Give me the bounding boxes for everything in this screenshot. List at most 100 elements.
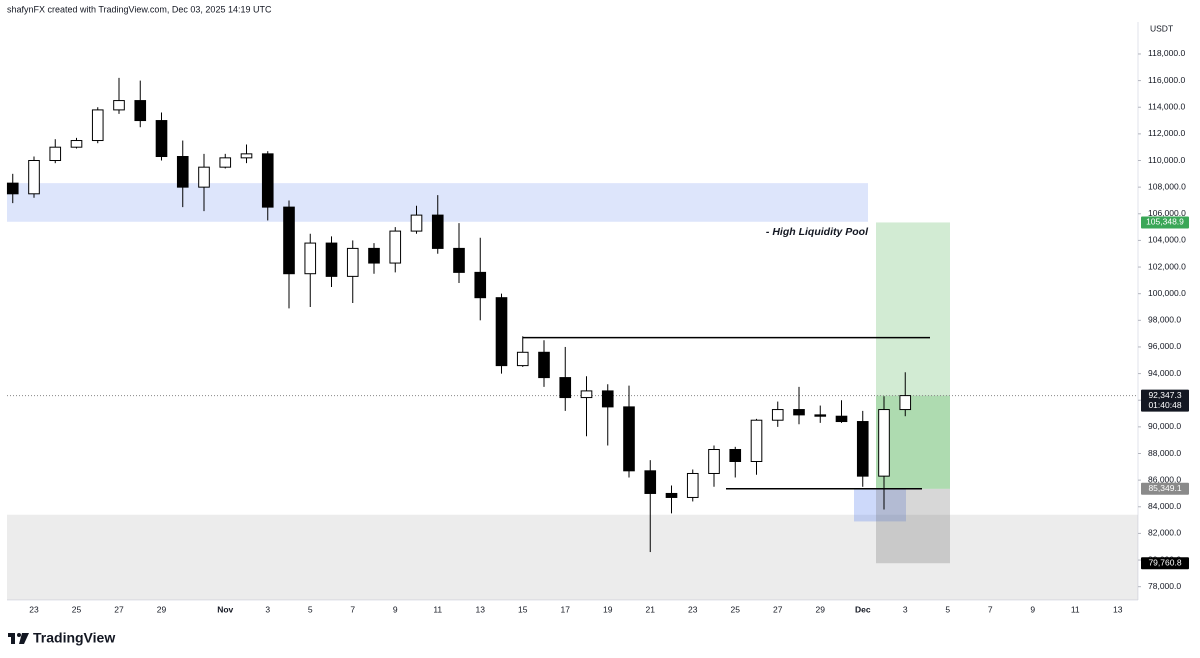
y-tick-label: 96,000.0 bbox=[1148, 341, 1181, 351]
candle-body bbox=[49, 146, 62, 162]
candle-body bbox=[70, 140, 83, 148]
x-tick-label: 23 bbox=[29, 604, 39, 614]
candle-body bbox=[368, 247, 380, 264]
candle-body bbox=[134, 100, 147, 122]
annotation: - High Liquidity Pool bbox=[766, 226, 869, 238]
candle-body bbox=[856, 421, 869, 477]
candle-body bbox=[580, 390, 593, 399]
x-tick-label: 7 bbox=[988, 604, 993, 614]
candle-body bbox=[6, 182, 19, 195]
logo-shape bbox=[19, 633, 29, 644]
y-tick-label: 102,000.0 bbox=[1148, 261, 1186, 271]
y-tick-label: 78,000.0 bbox=[1148, 581, 1181, 591]
x-tick-label: 11 bbox=[433, 604, 442, 614]
y-tick-label: 110,000.0 bbox=[1148, 155, 1185, 165]
logo-shape bbox=[11, 633, 15, 644]
brand-name: TradingView bbox=[33, 630, 115, 646]
stop-zone bbox=[876, 488, 950, 564]
candle-body bbox=[623, 406, 635, 472]
candle-body bbox=[389, 230, 402, 264]
x-tick-label: 29 bbox=[816, 604, 826, 614]
x-tick-label: 3 bbox=[903, 604, 908, 614]
candle-body bbox=[878, 409, 890, 477]
candle-body bbox=[453, 247, 465, 273]
axis-unit: USDT bbox=[1150, 23, 1173, 33]
x-tick-label: 29 bbox=[157, 604, 167, 614]
x-tick-label: 21 bbox=[646, 604, 656, 614]
y-tick-label: 112,000.0 bbox=[1148, 128, 1185, 138]
price-label-box bbox=[1141, 389, 1189, 412]
y-tick-label: 118,000.0 bbox=[1148, 48, 1185, 58]
y-tick-label: 88,000.0 bbox=[1148, 448, 1181, 458]
price-label: 85,349.1 bbox=[1148, 483, 1181, 493]
zone bbox=[7, 514, 1138, 600]
candle-body bbox=[261, 153, 274, 208]
x-tick-label: 25 bbox=[731, 604, 741, 614]
candle-body bbox=[538, 351, 550, 379]
candle-body bbox=[814, 414, 827, 417]
candle-body bbox=[899, 395, 912, 411]
price-label-box bbox=[1141, 216, 1189, 229]
x-tick-label: Nov bbox=[217, 604, 233, 614]
x-tick-label: 17 bbox=[561, 604, 571, 614]
candle-body bbox=[729, 449, 742, 462]
candle-body bbox=[708, 449, 720, 474]
y-tick-label: 100,000.0 bbox=[1148, 288, 1186, 298]
x-tick-label: 25 bbox=[72, 604, 82, 614]
y-tick-label: 106,000.0 bbox=[1148, 208, 1186, 218]
candle-body bbox=[283, 206, 295, 275]
candle-body bbox=[176, 156, 189, 188]
x-tick-label: 9 bbox=[1030, 604, 1035, 614]
x-tick-label: 11 bbox=[1071, 604, 1080, 614]
candle-body bbox=[793, 409, 805, 416]
x-tick-label: 13 bbox=[1113, 604, 1123, 614]
y-tick-label: 82,000.0 bbox=[1148, 528, 1181, 538]
brand-logo: TradingView bbox=[8, 630, 115, 646]
x-tick-label: 19 bbox=[603, 604, 613, 614]
logo-shape bbox=[17, 633, 21, 637]
candle-body bbox=[240, 153, 253, 159]
candle-body bbox=[601, 390, 614, 408]
x-tick-label: 27 bbox=[773, 604, 783, 614]
zone bbox=[854, 488, 906, 522]
x-tick-label: 13 bbox=[476, 604, 486, 614]
x-tick-label: 27 bbox=[114, 604, 124, 614]
y-tick-label: 104,000.0 bbox=[1148, 235, 1186, 245]
price-label: 105,348.9 bbox=[1146, 217, 1184, 227]
x-tick-label: 5 bbox=[308, 604, 313, 614]
y-tick-label: 94,000.0 bbox=[1148, 368, 1181, 378]
x-tick-label: 5 bbox=[945, 604, 950, 614]
x-tick-label: Dec bbox=[855, 604, 871, 614]
x-tick-label: 3 bbox=[265, 604, 270, 614]
target-zone bbox=[876, 222, 950, 396]
candle-body bbox=[771, 409, 784, 421]
price-label: 79,760.8 bbox=[1148, 557, 1181, 567]
candle-body bbox=[325, 242, 338, 277]
y-tick-label: 90,000.0 bbox=[1148, 421, 1181, 431]
candle-body bbox=[113, 100, 125, 111]
candle-body bbox=[495, 297, 508, 367]
candle-body bbox=[219, 157, 232, 168]
x-tick-label: 9 bbox=[393, 604, 398, 614]
candle-body bbox=[750, 419, 763, 462]
candle-body bbox=[644, 470, 657, 494]
y-tick-label: 84,000.0 bbox=[1148, 501, 1181, 511]
candle-body bbox=[835, 415, 848, 423]
price-label-box bbox=[1141, 482, 1189, 495]
candle-body bbox=[410, 214, 423, 232]
candle-body bbox=[686, 472, 699, 498]
header: shafynFX created with TradingView.com, D… bbox=[7, 4, 272, 14]
candle-body bbox=[559, 377, 572, 399]
candle-body bbox=[474, 271, 487, 299]
x-tick-label: 7 bbox=[350, 604, 355, 614]
candle-body bbox=[304, 242, 317, 275]
candle-body bbox=[155, 120, 168, 158]
countdown: 01:40:48 bbox=[1148, 400, 1181, 410]
candle-body bbox=[516, 351, 529, 367]
y-tick-label: 114,000.0 bbox=[1148, 101, 1185, 111]
candle-body bbox=[28, 160, 40, 195]
candle-body bbox=[198, 166, 210, 188]
price-label-box bbox=[1141, 557, 1189, 570]
x-tick-label: 15 bbox=[518, 604, 528, 614]
